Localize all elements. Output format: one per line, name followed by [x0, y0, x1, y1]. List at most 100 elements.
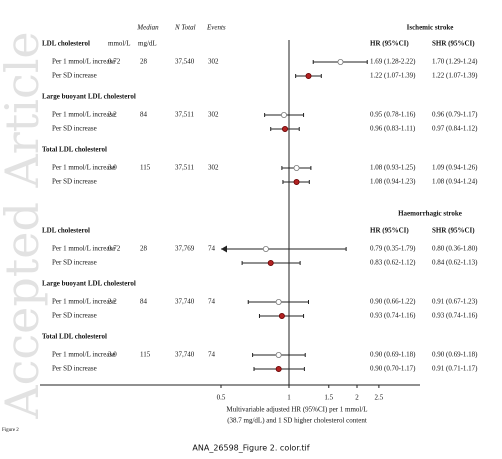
shr-header: SHR (95%CI)	[432, 227, 475, 235]
point-estimate	[305, 73, 312, 80]
column-header: N Total	[174, 24, 196, 32]
row-label: Per 1 mmol/L increase	[52, 351, 115, 359]
hr-label: 0.79 (0.35-1.79)	[370, 245, 416, 253]
row-label: Per SD increase	[52, 312, 97, 320]
row-label: Per 1 mmol/L increase	[52, 298, 115, 306]
shr-label: 0.91 (0.71-1.17)	[432, 365, 478, 373]
hr-label: 0.90 (0.69-1.18)	[370, 351, 416, 359]
group-title: Total LDL cholesterol	[42, 146, 107, 154]
cell-mmol: 2.2	[108, 111, 117, 119]
watermark: Accepted Article	[0, 31, 49, 419]
point-estimate	[293, 178, 300, 185]
shr-header: SHR (95%CI)	[432, 40, 475, 48]
row-label: Per 1 mmol/L increase	[52, 245, 115, 253]
section-title: Ischemic stroke	[407, 24, 454, 32]
cell-mgdl: 115	[140, 351, 151, 359]
hr-label: 0.93 (0.74-1.16)	[370, 312, 416, 320]
cell-mgdl: 28	[140, 58, 148, 66]
hr-header: HR (95%CI)	[370, 40, 409, 48]
x-tick-label: 2	[355, 394, 359, 402]
row-label: Per SD increase	[52, 72, 97, 80]
cell-mmol: 3.0	[108, 164, 117, 172]
shr-label: 0.80 (0.36-1.80)	[432, 245, 478, 253]
point-estimate	[275, 365, 282, 372]
cell-events: 302	[208, 111, 219, 119]
cell-mmol: 2.2	[108, 298, 117, 306]
hr-label: 0.96 (0.83-1.11)	[370, 125, 416, 133]
cell-events: 302	[208, 164, 219, 172]
hr-label: 1.08 (0.93-1.25)	[370, 164, 416, 172]
x-tick-label: 2.5	[375, 394, 384, 402]
row-label: Per 1 mmol/L increase	[52, 164, 115, 172]
hr-header: HR (95%CI)	[370, 227, 409, 235]
section-title: Haemorrhagic stroke	[398, 210, 462, 218]
hr-label: 1.69 (1.28-2.22)	[370, 58, 416, 66]
cell-mmol: 3.0	[108, 351, 117, 359]
x-axis-label: Multivariable adjusted HR (95%CI) per 1 …	[226, 406, 367, 414]
shr-label: 1.08 (0.94-1.24)	[432, 178, 478, 186]
cell-mmol: 0.72	[108, 245, 121, 253]
cell-n: 37,769	[175, 245, 195, 253]
row-label: Per SD increase	[52, 178, 97, 186]
point-estimate	[337, 59, 344, 66]
cell-n: 37,740	[175, 298, 195, 306]
cell-n: 37,540	[175, 58, 195, 66]
cell-events: 74	[208, 245, 216, 253]
ci-arrow	[221, 245, 227, 253]
group-title: LDL cholesterol	[42, 40, 90, 48]
group-title: LDL cholesterol	[42, 227, 90, 235]
group-title: Large buoyant LDL cholesterol	[42, 93, 136, 101]
row-label: Per SD increase	[52, 259, 97, 267]
cell-n: 37,740	[175, 351, 195, 359]
cell-events: 74	[208, 298, 216, 306]
point-estimate	[293, 164, 300, 171]
cell-events: 74	[208, 351, 216, 359]
point-estimate	[281, 126, 288, 133]
cell-n: 37,511	[175, 111, 194, 119]
shr-label: 0.97 (0.84-1.12)	[432, 125, 478, 133]
figure-label: Figure 2	[2, 428, 19, 433]
cell-events: 302	[208, 58, 219, 66]
x-tick-label: 1	[287, 394, 291, 402]
row-label: Per 1 mmol/L increase	[52, 58, 115, 66]
cell-mgdl: 84	[140, 111, 148, 119]
point-estimate	[262, 245, 269, 252]
cell-mgdl: 115	[140, 164, 151, 172]
hr-label: 0.90 (0.70-1.17)	[370, 365, 416, 373]
x-axis-label: (38.7 mg/dL) and 1 SD higher cholesterol…	[227, 417, 367, 425]
shr-label: 0.90 (0.69-1.18)	[432, 351, 478, 359]
cell-n: 37,511	[175, 164, 194, 172]
x-tick-label: 1.5	[324, 394, 333, 402]
cell-mgdl: 84	[140, 298, 148, 306]
cell-mmol: 0.72	[108, 58, 121, 66]
row-label: Per SD increase	[52, 125, 97, 133]
row-label: Per SD increase	[52, 365, 97, 373]
hr-label: 1.08 (0.94-1.23)	[370, 178, 416, 186]
column-header: Median	[136, 24, 159, 32]
shr-label: 0.84 (0.62-1.13)	[432, 259, 478, 267]
point-estimate	[267, 259, 274, 266]
hr-label: 0.95 (0.78-1.16)	[370, 111, 416, 119]
point-estimate	[280, 112, 287, 119]
shr-label: 1.22 (1.07-1.39)	[432, 72, 478, 80]
shr-label: 1.70 (1.29-1.24)	[432, 58, 478, 66]
column-header: mg/dL	[138, 40, 157, 48]
shr-label: 0.96 (0.79-1.17)	[432, 111, 478, 119]
group-title: Large buoyant LDL cholesterol	[42, 280, 136, 288]
hr-label: 1.22 (1.07-1.39)	[370, 72, 416, 80]
caption: ANA_26598_Figure 2. color.tif	[192, 444, 309, 453]
point-estimate	[275, 351, 282, 358]
shr-label: 0.93 (0.74-1.16)	[432, 312, 478, 320]
hr-label: 0.83 (0.62-1.12)	[370, 259, 416, 267]
row-label: Per 1 mmol/L increase	[52, 111, 115, 119]
shr-label: 1.09 (0.94-1.26)	[432, 164, 478, 172]
column-header: Events	[206, 24, 226, 32]
cell-mgdl: 28	[140, 245, 148, 253]
group-title: Total LDL cholesterol	[42, 333, 107, 341]
hr-label: 0.90 (0.66-1.22)	[370, 298, 416, 306]
point-estimate	[278, 312, 285, 319]
x-tick-label: 0.5	[217, 394, 226, 402]
column-header: mmol/L	[108, 40, 131, 48]
point-estimate	[275, 298, 282, 305]
